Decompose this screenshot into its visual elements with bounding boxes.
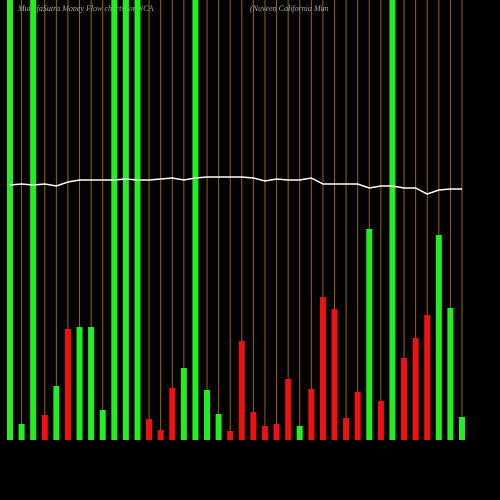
bar xyxy=(308,389,315,440)
bar xyxy=(447,308,454,440)
bar xyxy=(146,419,153,440)
bar xyxy=(41,415,48,440)
bar xyxy=(53,386,60,440)
bar xyxy=(204,390,211,440)
bar xyxy=(169,388,176,440)
bar xyxy=(435,235,442,440)
bar xyxy=(180,368,187,440)
bar xyxy=(331,309,338,440)
bar xyxy=(76,327,83,440)
flow-line xyxy=(9,176,462,195)
bar xyxy=(354,392,361,440)
bar xyxy=(157,430,164,440)
bar xyxy=(238,341,245,440)
bar xyxy=(285,379,292,440)
bar xyxy=(7,0,13,440)
bar xyxy=(366,229,373,440)
bar xyxy=(111,0,118,440)
bar xyxy=(30,0,37,440)
bar xyxy=(18,424,25,440)
bar xyxy=(250,412,257,440)
bar xyxy=(389,0,396,440)
bar xyxy=(215,414,222,440)
bar xyxy=(261,426,268,440)
bar xyxy=(134,0,141,440)
bar xyxy=(377,401,384,440)
bar xyxy=(296,426,303,440)
bar xyxy=(227,431,234,440)
bar xyxy=(343,418,350,440)
bar xyxy=(459,417,465,440)
bar xyxy=(122,0,129,440)
bar xyxy=(319,297,326,440)
chart-subtitle: (Nuveen California Mun xyxy=(250,4,329,13)
bar xyxy=(192,0,199,440)
bar xyxy=(99,410,106,440)
chart-title: MunafaSutra Money Flow charts for NCA xyxy=(17,4,153,13)
bar xyxy=(88,327,95,440)
bar xyxy=(273,424,280,440)
bar xyxy=(401,358,408,440)
bar xyxy=(424,315,431,440)
bar xyxy=(64,329,71,440)
bar xyxy=(412,338,419,440)
